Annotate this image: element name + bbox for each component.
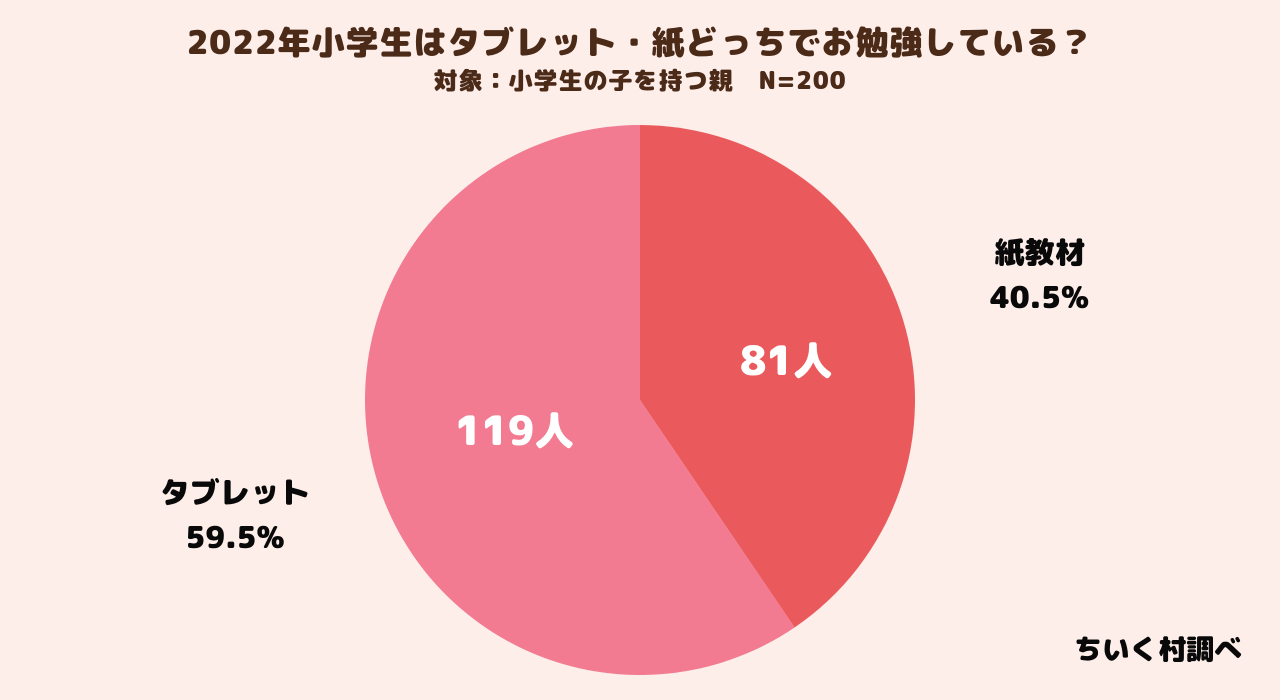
slice-outside-label-0: 紙教材40.5% [990,230,1089,320]
source-credit: ちいく村調べ [1074,628,1242,670]
slice-count-label-0: 81人 [740,330,833,390]
chart-subtitle: 対象：小学生の子を持つ親 N=200 [0,62,1280,98]
slice-count-label-1: 119人 [455,400,574,460]
slice-outside-label-1: タブレット59.5% [160,470,310,560]
pie-chart [365,125,915,675]
chart-title: 2022年小学生はタブレット・紙どっちでお勉強している？ [0,18,1280,67]
chart-container: 2022年小学生はタブレット・紙どっちでお勉強している？ 対象：小学生の子を持つ… [0,0,1280,700]
pie-svg [365,125,915,675]
